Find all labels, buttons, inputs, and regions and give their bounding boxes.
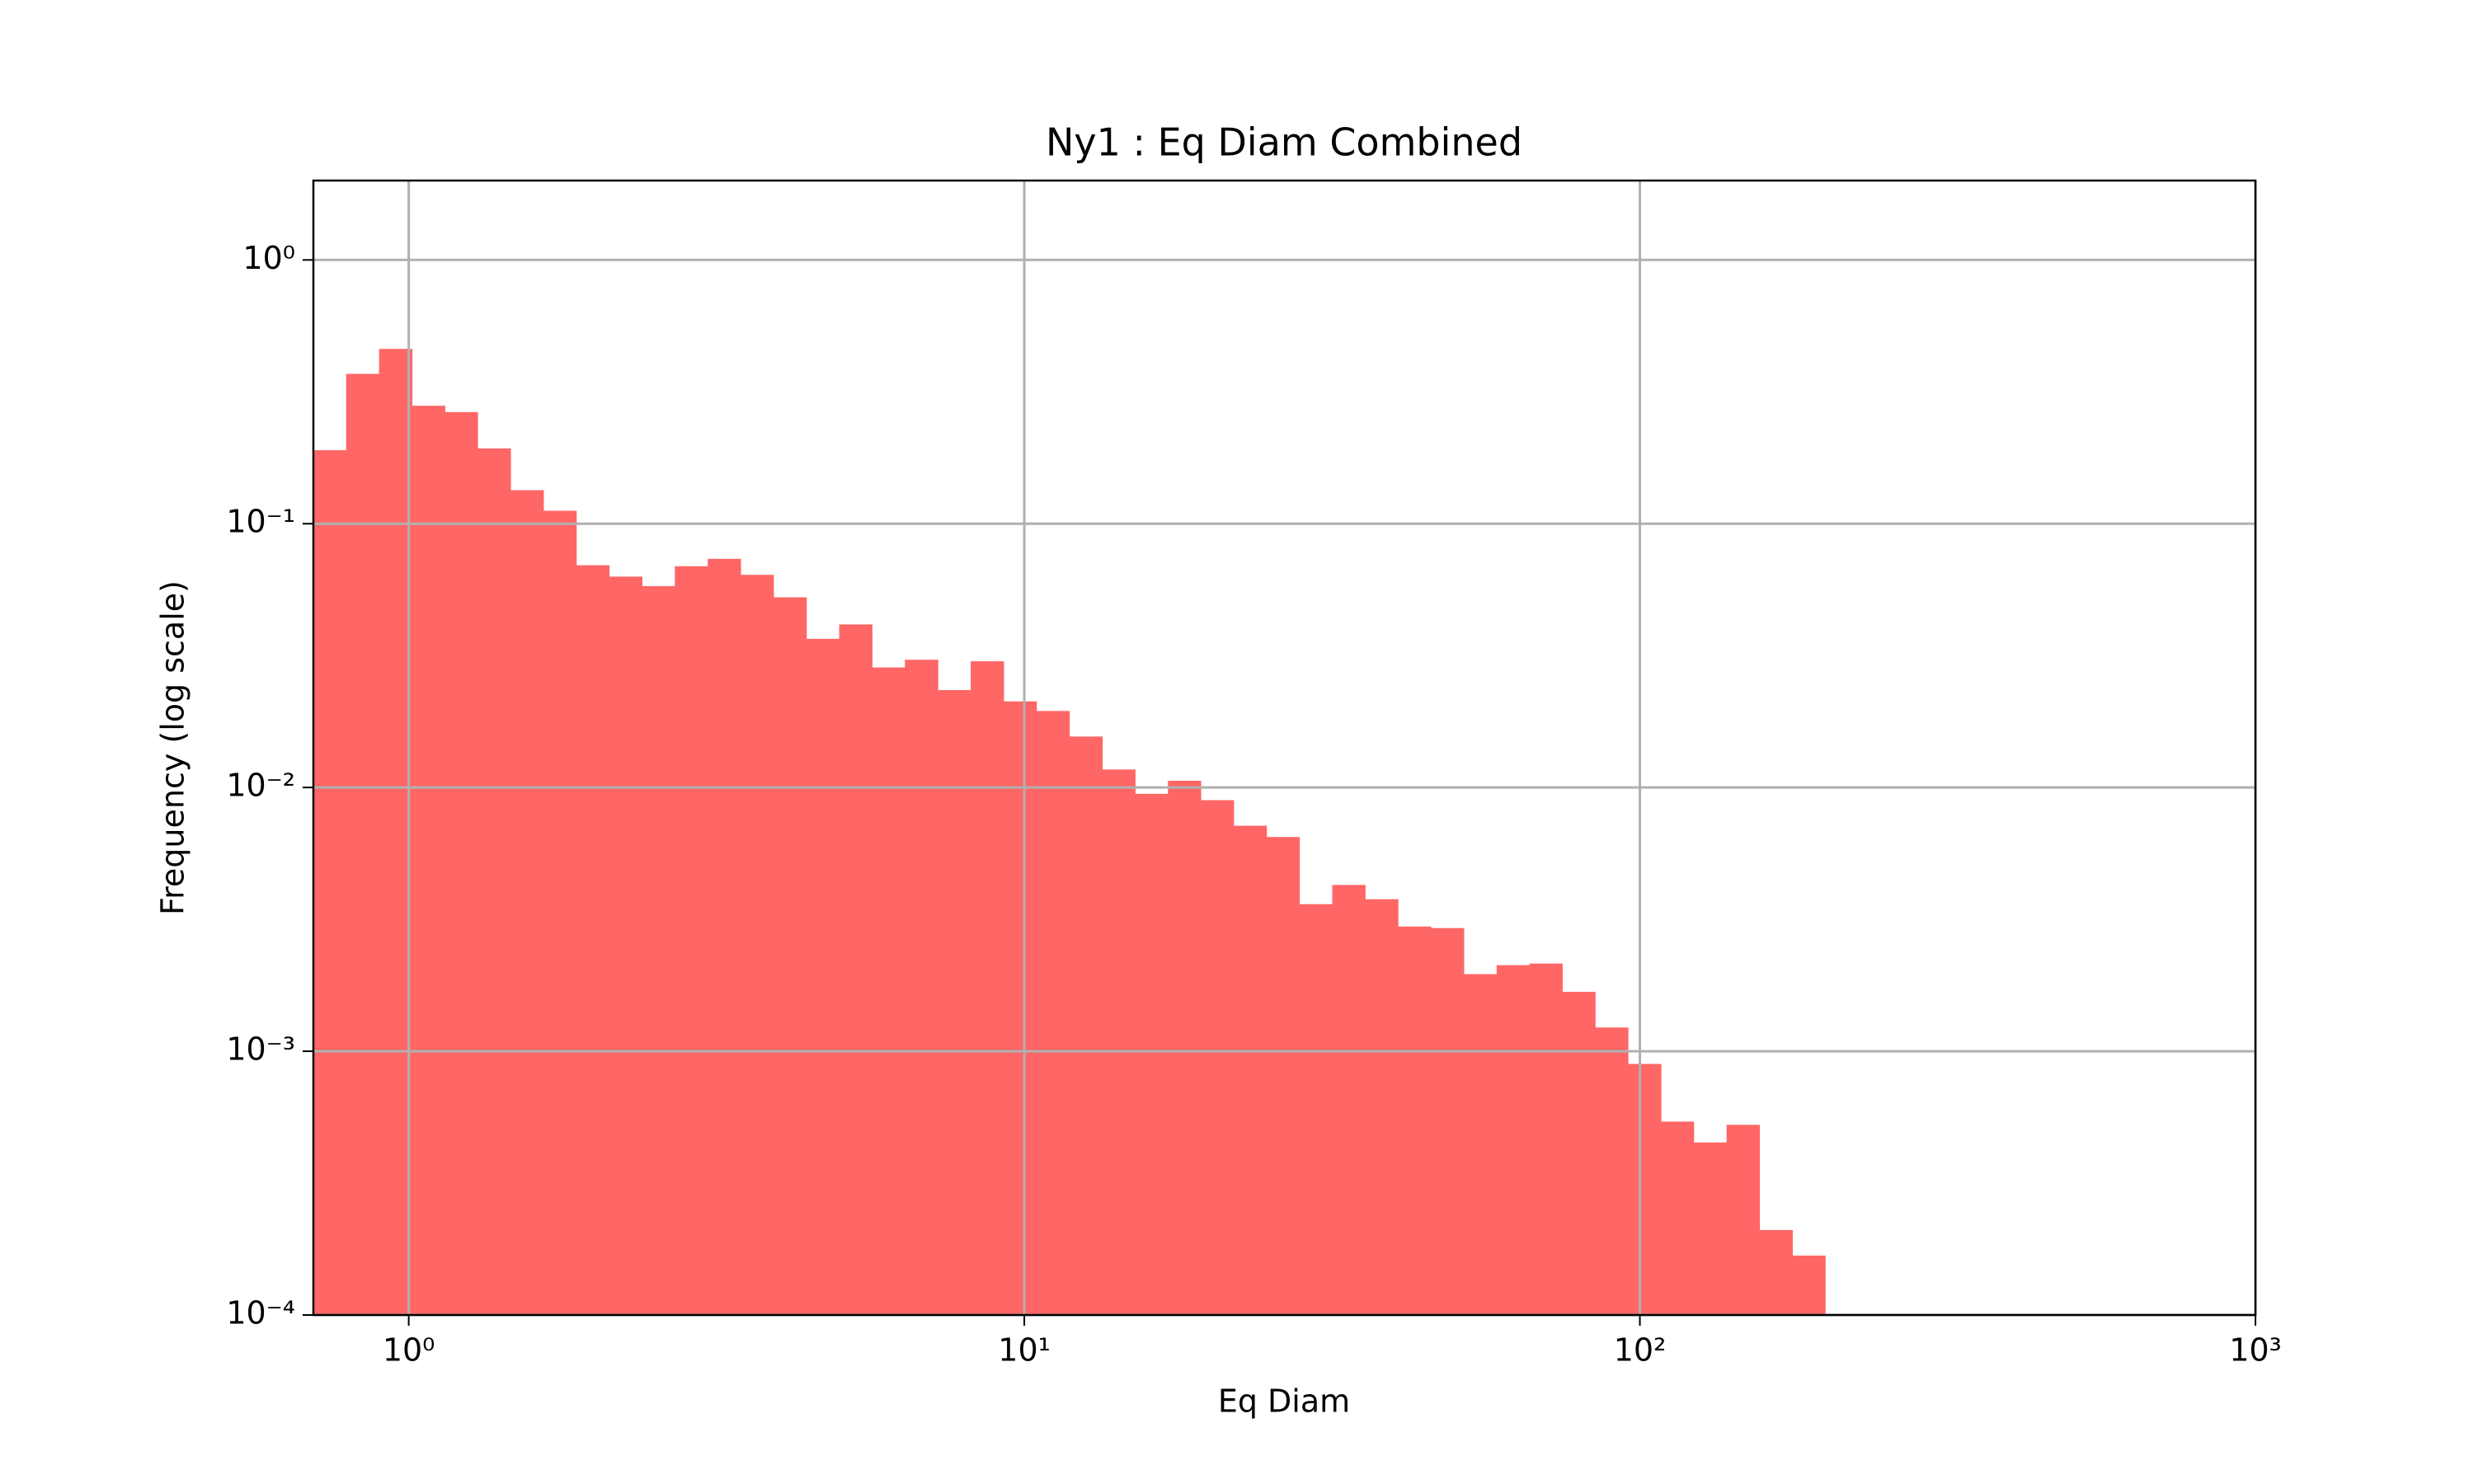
bar <box>675 566 708 1315</box>
bar <box>477 448 511 1315</box>
bar <box>1431 928 1465 1315</box>
bar <box>1135 793 1169 1315</box>
bar <box>839 624 872 1315</box>
x-tick-label: 10³ <box>2229 1332 2282 1369</box>
bar <box>576 565 610 1315</box>
bar <box>1398 926 1432 1315</box>
bar <box>543 510 577 1315</box>
bar <box>1168 781 1202 1315</box>
y-tick-label: 10⁻¹ <box>226 504 295 540</box>
bar <box>642 585 675 1315</box>
bar <box>444 411 478 1316</box>
bar <box>313 450 347 1316</box>
bar <box>1102 769 1136 1315</box>
bar <box>510 490 544 1315</box>
x-axis-label: Eq Diam <box>1218 1383 1350 1420</box>
bar <box>1693 1142 1728 1315</box>
chart-title: Ny1 : Eq Diam Combined <box>1046 120 1522 165</box>
bar <box>905 660 938 1315</box>
bar <box>708 558 741 1315</box>
bar <box>773 597 807 1315</box>
bar <box>379 349 413 1315</box>
bar <box>1759 1229 1793 1315</box>
bar <box>1726 1125 1761 1315</box>
bar <box>1562 991 1596 1315</box>
bar <box>1233 825 1268 1315</box>
bar <box>1628 1064 1662 1315</box>
bar <box>971 661 1004 1315</box>
bar <box>1266 837 1300 1315</box>
bar <box>1595 1027 1629 1315</box>
bar <box>1529 963 1563 1315</box>
bar <box>412 406 445 1315</box>
bar <box>1332 885 1366 1315</box>
x-tick-label: 10² <box>1614 1332 1667 1369</box>
x-tick-label: 10¹ <box>998 1332 1051 1369</box>
y-tick-label: 10⁻² <box>226 768 295 804</box>
y-tick-label: 10⁻⁴ <box>226 1295 295 1331</box>
y-tick-label: 10⁻³ <box>226 1031 295 1068</box>
bar <box>938 690 971 1315</box>
bar <box>1792 1255 1826 1315</box>
bar <box>872 667 905 1315</box>
bar <box>1036 711 1070 1315</box>
y-axis-label: Frequency (log scale) <box>155 580 191 915</box>
bar <box>1463 974 1498 1315</box>
plot-frame <box>312 179 2257 1317</box>
bar <box>609 576 642 1315</box>
bar <box>1365 899 1399 1315</box>
bar <box>806 638 840 1315</box>
bar <box>1069 736 1103 1315</box>
bar <box>1201 800 1235 1315</box>
bar <box>741 575 774 1315</box>
bar <box>1003 701 1037 1315</box>
bar <box>1661 1121 1695 1315</box>
bar <box>346 373 380 1316</box>
bar <box>1496 965 1531 1315</box>
bar <box>1299 904 1333 1315</box>
y-tick-label: 10⁰ <box>242 240 295 276</box>
x-tick-label: 10⁰ <box>383 1332 435 1369</box>
